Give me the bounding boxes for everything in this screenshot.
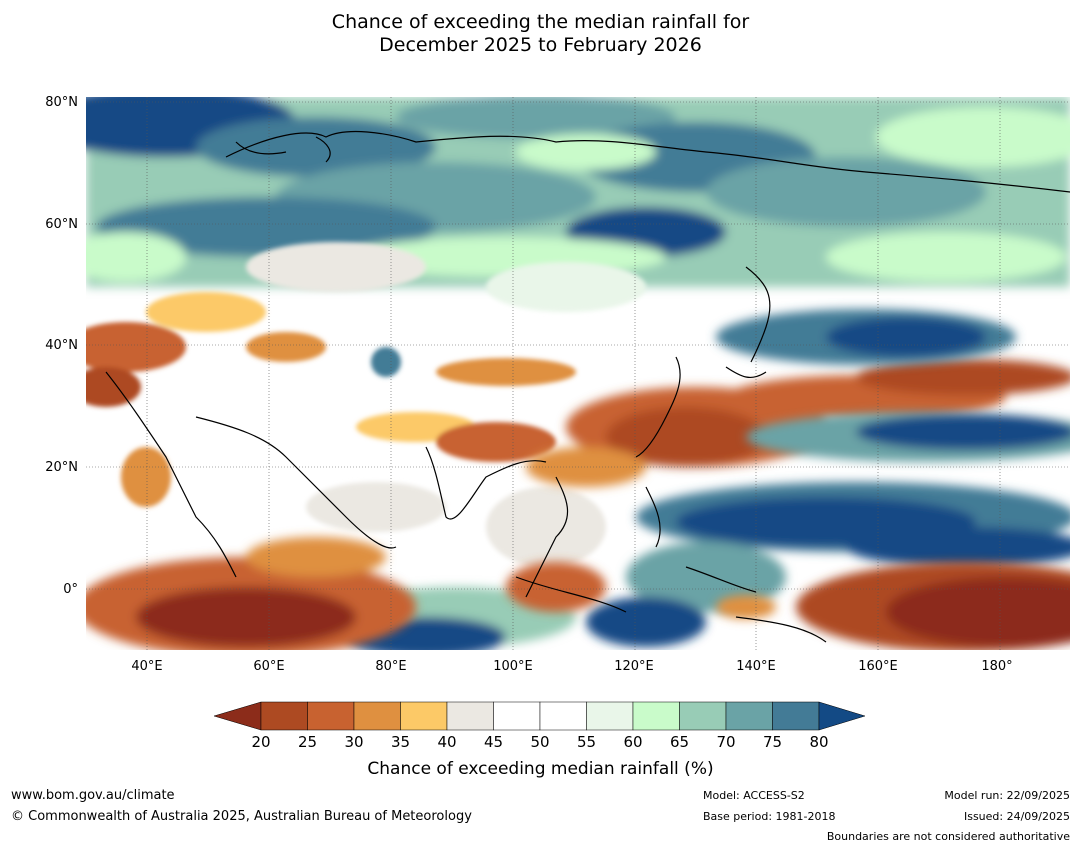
colorbar-tick-45: 45	[483, 733, 504, 751]
map-title-line-2: December 2025 to February 2026	[379, 34, 702, 56]
lon-label-140e: 140°E	[736, 659, 776, 674]
dry-band-east-asia	[526, 359, 1070, 487]
colorbar-tick-65: 65	[669, 733, 690, 751]
colorbar-segment-55-60	[586, 701, 634, 731]
colorbar-segment-45-50	[493, 701, 541, 731]
wet-band-north	[86, 97, 1070, 287]
colorbar-segment-40-45	[446, 701, 494, 731]
dry-band-south	[86, 537, 1070, 650]
copyright-text: © Commonwealth of Australia 2025, Austra…	[11, 809, 472, 824]
lon-label-60e: 60°E	[253, 659, 285, 674]
colorbar-segment-65-70	[679, 701, 727, 731]
website-link[interactable]: www.bom.gov.au/climate	[11, 788, 175, 803]
colorbar-segment-75-80	[772, 701, 820, 731]
lat-label-0: 0°	[63, 582, 78, 597]
lat-label-20n: 20°N	[45, 460, 78, 475]
colorbar-tick-60: 60	[623, 733, 643, 751]
lon-label-160e: 160°E	[858, 659, 898, 674]
colorbar-tick-30: 30	[344, 733, 364, 751]
boundaries-disclaimer: Boundaries are not considered authoritat…	[826, 830, 1070, 843]
lon-label-180: 180°	[981, 659, 1013, 674]
colorbar-segment-35-40	[400, 701, 448, 731]
colorbar-tick-20: 20	[251, 733, 271, 751]
colorbar-segment-70-75	[725, 701, 773, 731]
colorbar-segment-50-55	[539, 701, 587, 731]
colorbar-tick-75: 75	[762, 733, 783, 751]
lon-label-120e: 120°E	[614, 659, 654, 674]
lat-label-80n: 80°N	[45, 95, 78, 110]
colorbar-segment-high-arrow	[818, 701, 866, 731]
colorbar-tick-35: 35	[390, 733, 411, 751]
colorbar-tick-50: 50	[530, 733, 550, 751]
colorbar-segment-low-arrow	[214, 701, 262, 731]
colorbar-segment-60-65	[632, 701, 680, 731]
lon-label-100e: 100°E	[493, 659, 533, 674]
rainfall-probability-map	[86, 97, 1070, 650]
coastlines	[105, 130, 1070, 643]
dry-patches-asia	[86, 242, 646, 567]
colorbar-segment-30-35	[353, 701, 401, 731]
colorbar	[214, 701, 866, 731]
model-run-date: Model run: 22/09/2025	[944, 789, 1070, 802]
colorbar-tick-40: 40	[437, 733, 457, 751]
colorbar-tick-80: 80	[809, 733, 829, 751]
base-period: Base period: 1981-2018	[703, 810, 836, 823]
issued-date: Issued: 24/09/2025	[963, 810, 1070, 823]
colorbar-segment-20-25	[260, 701, 308, 731]
colorbar-label: Chance of exceeding median rainfall (%)	[367, 759, 714, 779]
model-name: Model: ACCESS-S2	[703, 789, 805, 802]
lon-label-40e: 40°E	[131, 659, 163, 674]
map-title-line-1: Chance of exceeding the median rainfall …	[331, 11, 750, 33]
lon-label-80e: 80°E	[375, 659, 407, 674]
graticule	[86, 97, 1070, 650]
colorbar-segment-25-30	[307, 701, 355, 731]
lat-label-60n: 60°N	[45, 217, 78, 232]
colorbar-tick-25: 25	[297, 733, 318, 751]
lat-label-40n: 40°N	[45, 338, 78, 353]
colorbar-tick-55: 55	[576, 733, 597, 751]
colorbar-tick-70: 70	[716, 733, 736, 751]
